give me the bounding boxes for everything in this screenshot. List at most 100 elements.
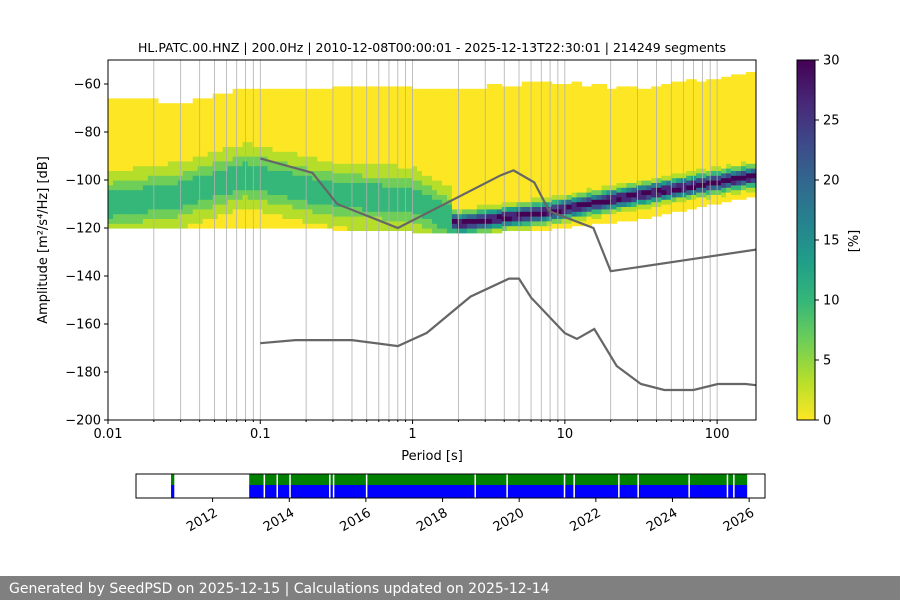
psd-cell [397,206,403,212]
psd-cell [481,208,488,215]
psd-cell [252,156,259,162]
psd-cell [666,108,672,114]
psd-cell [586,120,593,126]
psd-cell [167,199,174,205]
psd-cell [681,158,687,164]
psd-cell [671,158,677,164]
psd-cell [581,124,588,131]
psd-cell [247,88,254,95]
psd-cell [456,165,463,171]
psd-cell [292,122,299,128]
psd-cell [367,220,373,227]
psd-cell [327,189,333,195]
psd-cell [362,129,368,135]
psd-cell [511,225,518,231]
psd-cell [686,117,692,123]
psd-cell [751,153,756,159]
year-tick-label: 2022 [568,506,604,536]
psd-cell [297,132,303,138]
psd-cell [656,105,662,111]
psd-cell [247,103,254,109]
psd-cell [621,100,627,107]
psd-cell [272,127,279,133]
psd-cell [506,192,513,198]
psd-cell [108,146,114,152]
psd-cell [272,180,279,186]
psd-cell [332,192,338,198]
psd-cell [367,96,373,102]
psd-cell [486,136,493,143]
psd-cell [432,122,438,128]
psd-cell [332,172,338,179]
psd-cell [212,189,219,195]
psd-cell [127,141,134,147]
psd-cell [741,151,747,157]
psd-cell [526,153,533,159]
psd-cell [441,180,448,186]
psd-cell [232,194,239,200]
psd-cell [192,108,199,114]
psd-cell [696,91,702,97]
psd-cell [736,136,742,143]
psd-cell [407,187,413,193]
psd-cell [337,86,343,92]
psd-cell [117,151,124,157]
psd-cell [247,151,254,157]
psd-cell [357,91,363,97]
psd-cell [686,204,692,210]
psd-cell [461,170,468,176]
psd-cell [252,180,259,186]
psd-cell [516,225,523,231]
psd-cell [427,88,433,95]
psd-cell [631,172,637,179]
psd-cell [207,180,214,186]
psd-cell [531,148,538,155]
psd-cell [112,98,119,104]
psd-cell [352,96,358,102]
psd-cell [237,208,244,215]
psd-cell [641,132,647,138]
psd-cell [686,180,692,186]
psd-cell [526,182,533,188]
psd-cell [337,148,343,155]
psd-cell [247,199,254,205]
psd-cell [337,105,343,111]
psd-cell [112,165,119,171]
psd-cell [686,98,692,104]
psd-cell [207,165,214,171]
psd-cell [696,86,702,92]
psd-cell [571,144,578,150]
psd-cell [252,213,259,219]
psd-cell [427,93,433,99]
psd-cell [267,93,274,99]
psd-cell [491,199,498,205]
psd-cell [526,124,533,131]
psd-cell [212,122,219,128]
psd-cell [616,182,623,188]
psd-cell [446,228,453,234]
psd-cell [551,136,558,143]
psd-cell [566,218,573,224]
psd-cell [287,112,294,119]
psd-cell [566,122,573,128]
psd-cell [656,110,662,116]
psd-cell [392,211,398,217]
psd-cell [337,96,343,102]
year-tick-label: 2020 [491,506,527,536]
psd-cell [546,211,553,217]
psd-cell [162,170,169,176]
psd-cell [307,218,313,224]
psd-cell [666,184,672,191]
psd-cell [317,175,323,181]
psd-cell [372,129,378,135]
psd-cell [581,153,588,159]
psd-cell [646,127,652,133]
psd-cell [471,98,478,104]
psd-cell [422,170,428,176]
psd-cell [267,141,274,147]
psd-cell [162,160,169,167]
psd-cell [576,153,583,159]
psd-cell [486,189,493,195]
psd-cell [681,86,687,92]
psd-cell [317,160,323,167]
